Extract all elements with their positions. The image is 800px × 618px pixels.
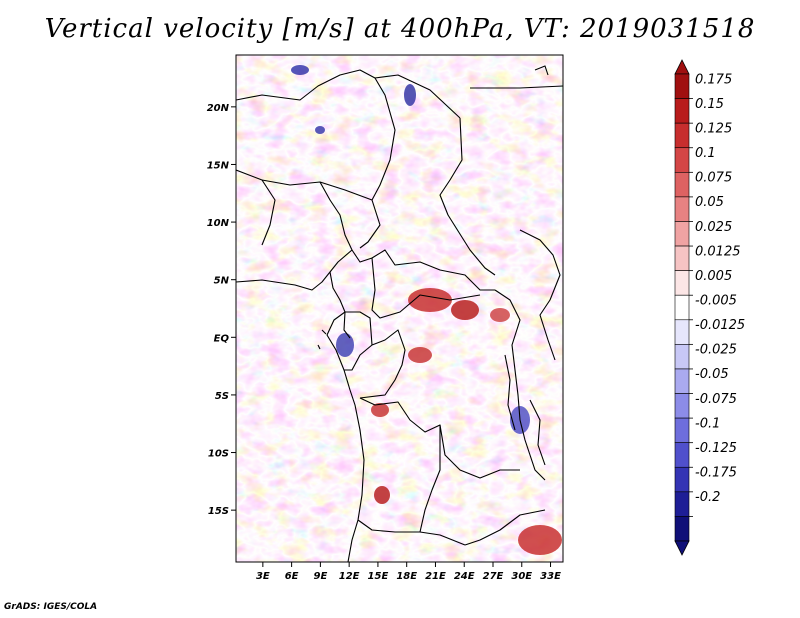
lat-label: 15S bbox=[208, 506, 229, 517]
colorbar-swatch bbox=[674, 172, 690, 198]
latitude-axis: 20N 15N 10N 5N EQ 5S 10S 15S bbox=[207, 103, 236, 517]
cameroon-car-border bbox=[351, 249, 495, 291]
colorbar-label: -0.05 bbox=[695, 367, 729, 382]
colorbar-label: 0.1 bbox=[695, 146, 716, 161]
chad-border bbox=[359, 77, 396, 249]
colorbar-label: -0.175 bbox=[695, 466, 737, 481]
country-borders bbox=[236, 65, 563, 562]
colorbar-label: 0.15 bbox=[695, 97, 724, 112]
colorbar-label: -0.0125 bbox=[695, 318, 745, 333]
angola-zambia-border bbox=[419, 425, 441, 533]
nigeria-cameroon-border bbox=[319, 181, 353, 273]
mali-border bbox=[236, 169, 276, 246]
lat-label: 15N bbox=[207, 160, 230, 171]
colorbar-swatch bbox=[674, 98, 690, 124]
colorbar-label: 0.005 bbox=[695, 269, 732, 284]
map-frame bbox=[235, 54, 564, 563]
colorbar-label: -0.125 bbox=[695, 441, 737, 456]
lon-label: 30E bbox=[511, 571, 532, 582]
angola-namibia-border bbox=[357, 519, 466, 546]
lat-label: 10N bbox=[207, 218, 230, 229]
congo-drc-border bbox=[359, 329, 406, 399]
colorbar-swatch bbox=[674, 245, 690, 271]
colorbar-swatch bbox=[674, 442, 690, 468]
colorbar-swatch bbox=[674, 196, 690, 222]
lat-label: 10S bbox=[208, 449, 229, 460]
lat-label: 5N bbox=[214, 276, 230, 287]
ethiopia-border bbox=[519, 229, 561, 361]
colorbar: 0.175 0.15 0.125 0.1 0.075 0.05 0.025 0.0125 0.0… bbox=[674, 59, 745, 556]
colorbar-max-arrow bbox=[674, 59, 690, 75]
lat-label: 20N bbox=[207, 103, 230, 114]
colorbar-swatch bbox=[674, 466, 690, 493]
colorbar-label: -0.025 bbox=[695, 343, 737, 358]
sahara-border-north bbox=[236, 69, 461, 119]
colorbar-min-arrow bbox=[674, 540, 690, 556]
lon-label: 27E bbox=[483, 571, 504, 582]
colorbar-swatch bbox=[674, 294, 690, 321]
lon-label: 9E bbox=[313, 571, 327, 582]
colorbar-label: -0.005 bbox=[695, 294, 737, 309]
car-congo-border bbox=[371, 257, 481, 319]
lon-label: 12E bbox=[339, 571, 360, 582]
colorbar-label: 0.0125 bbox=[695, 244, 741, 259]
colorbar-label: 0.075 bbox=[695, 171, 732, 186]
colorbar-swatch bbox=[674, 368, 690, 394]
colorbar-label: 0.05 bbox=[695, 195, 724, 210]
lon-label: 21E bbox=[425, 571, 446, 582]
drc-east-border bbox=[494, 289, 546, 481]
colorbar-label: 0.175 bbox=[695, 72, 732, 87]
colorbar-swatch bbox=[674, 417, 690, 443]
chart-title: Vertical velocity [m/s] at 400hPa, VT: 2… bbox=[44, 14, 756, 44]
colorbar-swatch bbox=[674, 221, 690, 247]
colorbar-label: -0.1 bbox=[695, 416, 720, 431]
colorbar-swatch bbox=[674, 73, 690, 99]
colorbar-label: 0.025 bbox=[695, 220, 732, 235]
lon-label: 24E bbox=[454, 571, 475, 582]
colorbar-swatch bbox=[674, 491, 690, 517]
east-lakes bbox=[504, 354, 546, 466]
velocity-field bbox=[236, 55, 563, 562]
lon-label: 6E bbox=[285, 571, 299, 582]
lon-label: 33E bbox=[540, 571, 561, 582]
strong-ascent-patches bbox=[371, 288, 562, 555]
gulf-of-guinea-islands bbox=[317, 329, 327, 350]
lon-label: 3E bbox=[256, 571, 270, 582]
lat-label: EQ bbox=[214, 333, 230, 344]
lon-label: 15E bbox=[368, 571, 389, 582]
red-sea-coast bbox=[470, 85, 563, 89]
colorbar-swatch bbox=[674, 122, 690, 149]
colorbar-swatch bbox=[674, 393, 690, 419]
lon-label: 18E bbox=[396, 571, 417, 582]
colorbar-label: -0.075 bbox=[695, 392, 737, 407]
lat-label: 5S bbox=[215, 391, 229, 402]
longitude-axis: 3E 6E 9E 12E 15E 18E 21E 24E 27E 30E 33E bbox=[256, 562, 561, 582]
colorbar-swatch bbox=[674, 344, 690, 370]
colorbar-swatch bbox=[674, 516, 690, 542]
sinai-coast bbox=[534, 65, 549, 76]
grads-credit: GrADS: IGES/COLA bbox=[4, 602, 98, 612]
colorbar-swatch bbox=[674, 319, 690, 345]
colorbar-swatch bbox=[674, 147, 690, 173]
colorbar-swatch bbox=[674, 270, 690, 296]
colorbar-label: 0.125 bbox=[695, 121, 732, 136]
colorbar-label: -0.2 bbox=[695, 490, 720, 505]
zambia-zim-border bbox=[464, 509, 546, 546]
sudan-border bbox=[439, 117, 496, 276]
